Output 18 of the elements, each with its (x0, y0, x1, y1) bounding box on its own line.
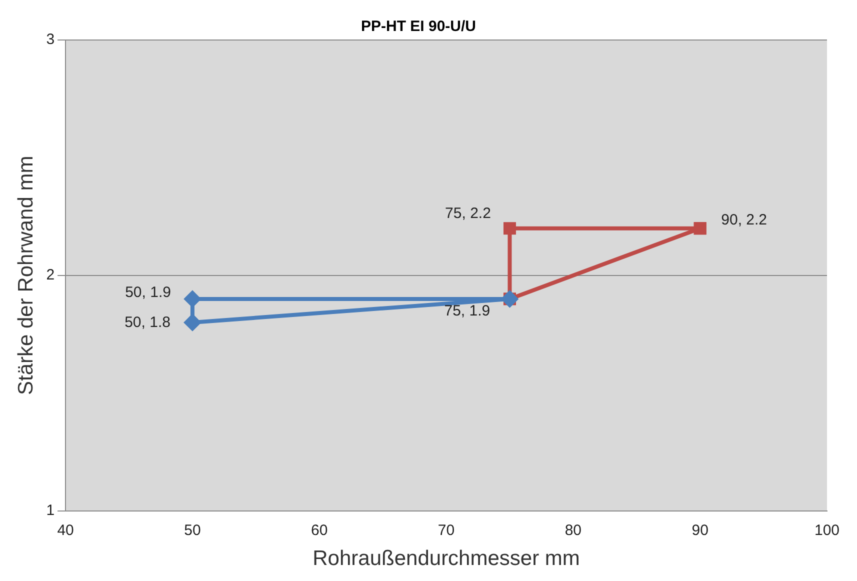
data-label: 75, 1.9 (444, 302, 490, 320)
x-tick-label: 70 (438, 522, 455, 539)
y-tick-label: 3 (46, 31, 55, 48)
data-label: 75, 2.2 (445, 204, 491, 222)
x-tick-label: 60 (311, 522, 328, 539)
chart-title: PP-HT EI 90-U/U (360, 18, 476, 36)
data-label: 90, 2.2 (721, 211, 768, 228)
x-axis-title: Rohraußendurchmesser mm (312, 547, 580, 570)
x-tick-label: 90 (692, 522, 708, 539)
x-tick-label: 40 (57, 522, 74, 539)
x-tick-label: 80 (564, 522, 582, 539)
x-tick-label: 100 (814, 522, 840, 539)
y-tick-label: 2 (46, 266, 55, 284)
data-label: 50, 1.9 (125, 284, 171, 302)
data-label: 50, 1.8 (124, 314, 170, 331)
y-axis-title: Stärke der Rohrwand mm (14, 156, 38, 396)
y-tick-label: 1 (46, 502, 55, 519)
x-tick-label: 50 (184, 522, 201, 539)
